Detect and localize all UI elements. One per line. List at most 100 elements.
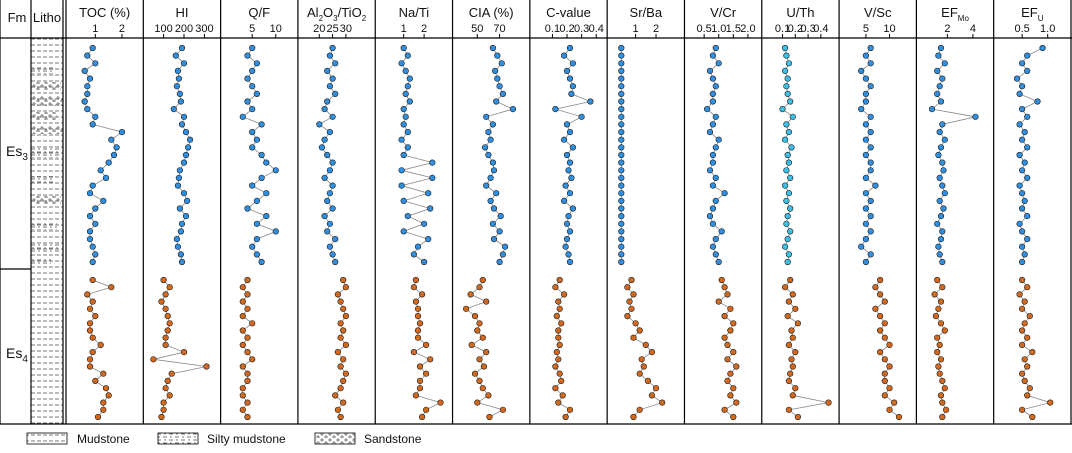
data-point-es3: [113, 144, 120, 151]
data-point-es4: [160, 399, 167, 406]
data-point-es3: [170, 105, 177, 113]
data-point-es3: [176, 90, 183, 97]
data-point-es4: [342, 313, 350, 320]
data-point-es4: [471, 313, 479, 320]
data-point-es4: [340, 399, 347, 406]
data-point-es4: [881, 370, 888, 377]
data-point-es3: [497, 213, 504, 220]
data-point-es4: [730, 413, 737, 421]
data-point-es3: [712, 83, 719, 90]
data-point-es3: [253, 197, 260, 204]
data-point-es4: [935, 363, 942, 370]
data-point-es3: [177, 251, 184, 258]
data-point-es3: [858, 243, 865, 250]
data-point-es4: [648, 349, 656, 356]
data-point-es4: [437, 399, 444, 406]
data-point-es3: [563, 67, 571, 74]
data-point-es3: [867, 44, 874, 52]
data-point-es3: [618, 243, 625, 250]
data-point-es3: [1021, 251, 1028, 258]
panel-title-main: EF: [1021, 5, 1038, 20]
data-point-es3: [787, 205, 794, 212]
data-point-es4: [158, 298, 165, 305]
data-point-es3: [498, 60, 505, 67]
data-point-es4: [624, 313, 631, 320]
legend-swatch-mudstone: [26, 432, 68, 445]
data-point-es3: [566, 190, 574, 197]
panel-title-part: O: [352, 5, 362, 20]
data-point-es3: [618, 44, 625, 52]
data-point-es4: [727, 392, 734, 399]
panel-cvalue: C-value 0.1 0.2 0.3 0.4: [529, 0, 604, 424]
data-point-es3: [718, 228, 725, 235]
data-point-es4: [626, 298, 633, 305]
data-point-es4: [100, 370, 107, 377]
data-point-es3: [867, 60, 874, 67]
data-point-es4: [416, 320, 424, 327]
data-point-es4: [166, 320, 173, 327]
data-point-es4: [787, 276, 794, 284]
data-point-es4: [648, 392, 656, 399]
panel-title-nati: Na/Ti: [399, 5, 430, 20]
data-point-es3: [565, 251, 572, 258]
data-point-es3: [509, 105, 517, 113]
data-point-es4: [881, 320, 888, 327]
data-point-es3: [110, 151, 118, 159]
data-point-es3: [97, 167, 104, 174]
data-point-es3: [934, 90, 941, 97]
data-point-es3: [404, 144, 411, 151]
data-point-es3: [867, 113, 874, 120]
data-point-es3: [249, 144, 256, 151]
data-point-es3: [89, 182, 96, 189]
data-point-es3: [332, 258, 339, 266]
data-point-es3: [1018, 205, 1026, 212]
tick-label: 2: [653, 23, 659, 35]
data-point-es4: [480, 363, 488, 370]
data-point-es4: [733, 363, 740, 370]
data-point-es4: [342, 284, 350, 291]
data-point-es3: [81, 67, 88, 74]
litho-bed-silty: [31, 244, 61, 252]
data-point-es4: [499, 406, 507, 413]
panel-vcr: V/Cr 0.5 1.0 1.5 2.0: [683, 0, 756, 424]
data-point-es3: [177, 228, 184, 235]
tick-label: 100: [154, 23, 172, 35]
data-point-es3: [427, 205, 434, 212]
data-point-es3: [253, 136, 260, 143]
data-point-es4: [1018, 305, 1026, 312]
data-point-es4: [715, 298, 722, 305]
data-point-es3: [332, 60, 339, 67]
data-point-es3: [84, 52, 91, 59]
data-point-es4: [89, 298, 96, 305]
data-point-es4: [939, 377, 946, 385]
data-point-es4: [934, 276, 941, 284]
data-point-es3: [326, 167, 334, 174]
litho-bed-sand: [31, 112, 57, 120]
data-point-es4: [727, 327, 734, 334]
data-point-es3: [618, 205, 625, 212]
data-point-es3: [709, 75, 717, 82]
data-point-es4: [150, 356, 157, 363]
data-point-es3: [618, 105, 625, 113]
panel-title-part: O: [323, 5, 333, 20]
data-point-es3: [425, 236, 432, 243]
data-point-es3: [715, 136, 722, 143]
data-point-es3: [81, 98, 88, 105]
data-point-es3: [398, 60, 405, 67]
data-point-es4: [1016, 291, 1023, 298]
panel-title-qf: Q/F: [248, 5, 270, 20]
data-point-es3: [89, 258, 96, 266]
data-point-es4: [86, 363, 94, 370]
data-point-es3: [326, 243, 334, 250]
data-point-es4: [244, 276, 251, 284]
data-point-es3: [84, 90, 91, 97]
data-point-es4: [936, 370, 943, 377]
panel-title-vcr: V/Cr: [710, 5, 737, 20]
data-point-es4: [419, 291, 426, 298]
data-point-es3: [489, 220, 497, 227]
data-point-es3: [92, 220, 99, 227]
data-point-es3: [1018, 228, 1026, 235]
data-point-es3: [787, 228, 794, 235]
data-point-es3: [258, 121, 265, 128]
